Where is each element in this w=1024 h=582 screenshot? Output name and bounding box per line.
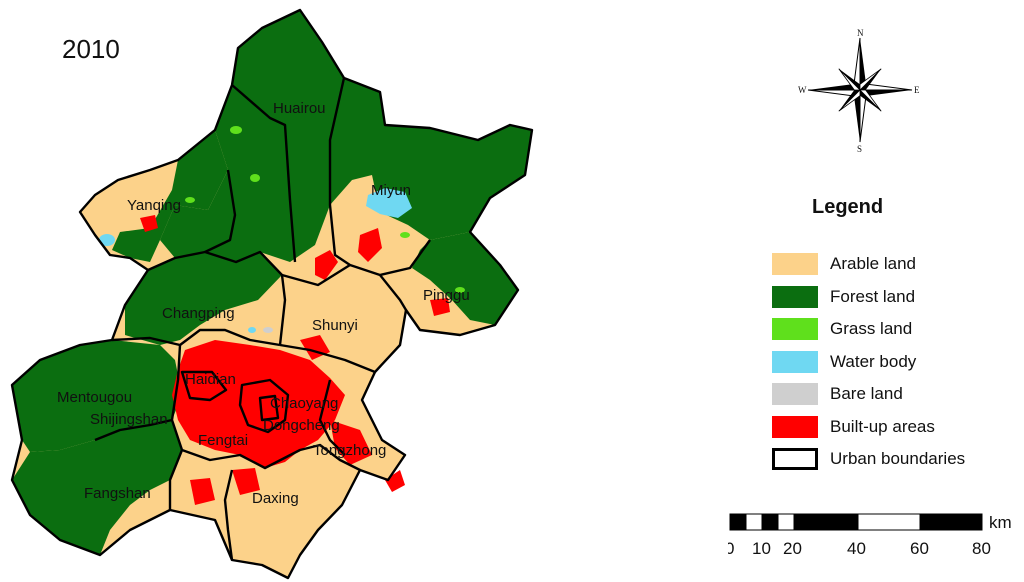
compass-west-label: W [798, 85, 807, 95]
district-label-fangshan: Fangshan [84, 485, 151, 502]
district-labels: Huairou Miyun Yanqing Pinggu Changping S… [57, 100, 470, 507]
legend-item-forest: Forest land [772, 281, 965, 314]
scale-bar: km 0 10 20 40 60 80 [728, 513, 1012, 558]
compass-rose-icon: N S E W [798, 28, 920, 154]
district-label-shijingshan: Shijingshan [90, 411, 168, 428]
beijing-land-use-map: Huairou Miyun Yanqing Pinggu Changping S… [10, 8, 534, 580]
legend-label: Forest land [830, 286, 916, 306]
legend-title: Legend [812, 196, 884, 218]
legend-item-built-up: Built-up areas [772, 411, 965, 444]
district-label-changping: Changping [162, 305, 235, 322]
legend-label: Urban boundaries [830, 449, 966, 469]
legend-label: Built-up areas [830, 416, 935, 436]
legend-swatch-built-up [772, 415, 818, 438]
built-up-areas [140, 215, 450, 505]
district-boundaries [10, 8, 534, 580]
district-label-huairou: Huairou [273, 100, 326, 117]
legend-label: Bare land [830, 384, 903, 404]
district-label-pinggu: Pinggu [423, 287, 470, 304]
legend-item-water: Water body [772, 346, 965, 379]
legend-item-bare: Bare land [772, 378, 965, 411]
district-label-dongcheng: Dongcheng [263, 417, 340, 434]
district-label-daxing: Daxing [252, 490, 299, 507]
scale-tick-60: 60 [910, 539, 929, 558]
district-label-chaoyang: Chaoyang [270, 395, 338, 412]
district-label-shunyi: Shunyi [312, 317, 358, 334]
legend-item-urban-boundaries: Urban boundaries [772, 443, 965, 476]
scale-tick-20: 20 [783, 539, 802, 558]
compass-south-label: S [857, 144, 862, 154]
legend-swatch-arable [772, 253, 818, 276]
bare-land-patches [263, 327, 273, 333]
scale-tick-80: 80 [972, 539, 991, 558]
legend-swatch-bare [772, 383, 818, 406]
scale-tick-10: 10 [752, 539, 771, 558]
district-label-tongzhong: Tongzhong [313, 442, 386, 459]
legend-swatch-grass [772, 318, 818, 341]
legend-item-grass: Grass land [772, 313, 965, 346]
district-label-yanqing: Yanqing [127, 197, 181, 214]
compass-north-label: N [857, 28, 864, 38]
district-label-miyun: Miyun [371, 182, 411, 199]
legend-swatch-urban-boundaries [772, 448, 818, 471]
compass-east-label: E [914, 85, 920, 95]
legend-item-arable: Arable land [772, 248, 965, 281]
municipality-outline [10, 8, 534, 580]
water-bodies [99, 188, 412, 333]
district-label-haidian: Haidian [185, 371, 236, 388]
scale-tick-40: 40 [847, 539, 866, 558]
legend-swatch-water [772, 350, 818, 373]
forest-areas [12, 10, 532, 555]
legend: Arable land Forest land Grass land Water… [772, 248, 965, 476]
legend-label: Arable land [830, 254, 917, 274]
grass-patches [185, 126, 465, 293]
scale-tick-0: 0 [728, 539, 734, 558]
map-year-label: 2010 [62, 34, 120, 64]
legend-label: Water body [830, 351, 917, 371]
legend-swatch-forest [772, 285, 818, 308]
scale-unit: km [989, 513, 1012, 532]
district-label-mentougou: Mentougou [57, 389, 132, 406]
district-label-fengtai: Fengtai [198, 432, 248, 449]
legend-label: Grass land [830, 319, 913, 339]
